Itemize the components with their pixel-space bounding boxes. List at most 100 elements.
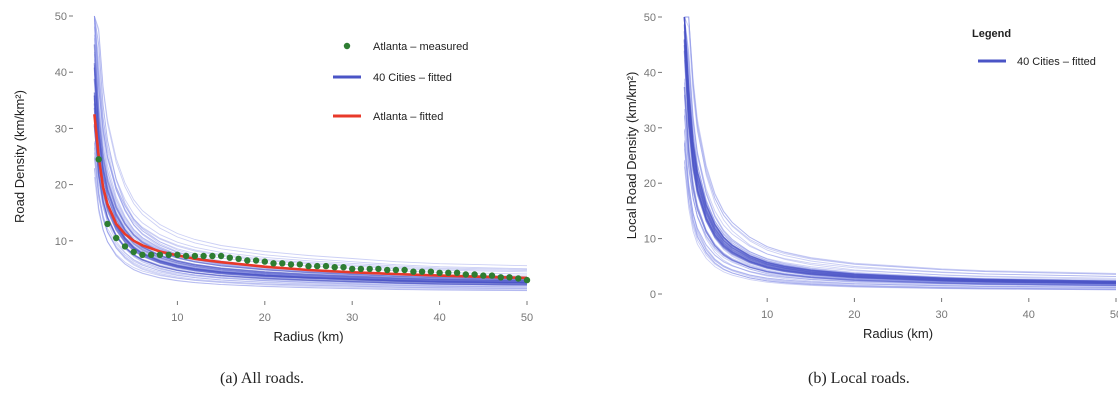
city-curve (93, 15, 528, 270)
city-curve (93, 142, 528, 291)
atlanta-measured-point (427, 268, 435, 275)
y-axis-label: Local Road Density (km/km²) (624, 72, 639, 240)
x-axis-label: Radius (km) (273, 329, 343, 344)
y-tick-label: 50 (644, 12, 656, 24)
y-tick-label: 40 (644, 67, 656, 79)
atlanta-measured-point (139, 251, 146, 258)
atlanta-measured-point (471, 271, 478, 278)
x-tick-label: 10 (761, 309, 773, 321)
city-curve (683, 148, 1117, 289)
atlanta-measured-point (104, 220, 111, 228)
city-curve (93, 156, 528, 288)
atlanta-measured-point (488, 272, 496, 279)
x-tick-label: 30 (935, 309, 947, 321)
atlanta-measured-point (200, 252, 207, 260)
city-curve-core (93, 44, 528, 280)
legend-label: 40 Cities – fitted (1017, 56, 1096, 68)
x-tick-label: 20 (848, 309, 860, 321)
atlanta-measured-point (156, 251, 164, 258)
legend: Legend 40 Cities – fitted (972, 28, 1096, 68)
atlanta-measured-point (366, 265, 373, 273)
city-curve (684, 16, 1117, 274)
atlanta-measured-point (462, 271, 469, 278)
city-curve (683, 144, 1117, 290)
y-tick-label: 30 (55, 123, 67, 135)
y-tick-label: 10 (55, 236, 67, 248)
x-tick-label: 50 (521, 312, 533, 324)
caption-b: (b) Local roads. (808, 370, 910, 387)
atlanta-measured-point (418, 268, 426, 275)
x-tick-label: 50 (1110, 309, 1118, 321)
legend: Atlanta – measured 40 Cities – fitted Atla… (333, 41, 468, 123)
atlanta-measured-point (148, 251, 155, 258)
atlanta-measured-point (226, 254, 233, 261)
city-curve (683, 128, 1117, 290)
city-curve (683, 159, 1117, 290)
y-axis-label: Road Density (km/km²) (12, 90, 27, 223)
atlanta-measured-point (95, 156, 102, 163)
atlanta-measured-point (244, 257, 251, 264)
city-curve (683, 166, 1117, 291)
chart-local-roads: 0 10 20 30 40 50 10 20 30 40 50 Radius (km) Local Ro… (624, 12, 1118, 341)
atlanta-measured-point (506, 274, 513, 281)
y-tick-label: 20 (644, 178, 656, 190)
atlanta-measured-point (515, 275, 522, 282)
atlanta-measured-point (287, 261, 295, 268)
chart-all-roads: 10 20 30 40 50 10 20 30 40 50 Radius (km) Road Dens… (12, 11, 533, 344)
atlanta-measured-point (113, 234, 120, 242)
city-curve (93, 15, 528, 280)
atlanta-measured-point (314, 262, 321, 270)
legend-label: Atlanta – fitted (373, 111, 443, 123)
atlanta-measured-point (357, 265, 365, 273)
atlanta-measured-point (375, 265, 382, 273)
y-tick-label: 40 (55, 67, 67, 79)
y-tick-label: 10 (644, 234, 656, 246)
city-curve (683, 140, 1117, 291)
city-curve (683, 16, 1117, 275)
atlanta-measured-point (410, 268, 417, 275)
atlanta-measured-point (261, 258, 268, 265)
legend-label: 40 Cities – fitted (373, 72, 452, 84)
x-tick-label: 20 (259, 312, 271, 324)
city-curve-core (93, 125, 528, 286)
x-tick-label: 10 (171, 312, 183, 324)
city-curve-core (683, 16, 1117, 283)
city-curve (93, 147, 528, 290)
city-curve-core (683, 40, 1117, 284)
atlanta-measured-point (331, 264, 338, 271)
city-curve (683, 94, 1117, 289)
city-curve (683, 130, 1117, 290)
atlanta-measured-point (480, 272, 487, 279)
city-curve (93, 15, 528, 267)
atlanta-measured-point (279, 260, 286, 267)
atlanta-measured-point (270, 260, 277, 267)
y-tick-label: 30 (644, 123, 656, 135)
city-curve-core (93, 78, 528, 283)
atlanta-measured-point (174, 251, 181, 258)
atlanta-measured-point (523, 276, 531, 284)
atlanta-measured-point (322, 262, 330, 270)
atlanta-measured-point (401, 266, 408, 274)
atlanta-measured-point (349, 265, 356, 273)
y-tick-label: 20 (55, 180, 67, 192)
atlanta-measured-point (217, 252, 225, 260)
atlanta-measured-point (436, 269, 443, 276)
x-tick-label: 40 (1023, 309, 1035, 321)
atlanta-measured-point (340, 264, 347, 271)
city-curve (93, 26, 528, 279)
atlanta-measured-point (121, 243, 129, 250)
city-curve (684, 16, 1117, 280)
atlanta-measured-point (209, 252, 216, 260)
city-curve-core (683, 16, 1117, 283)
legend-title: Legend (972, 28, 1011, 40)
city-curve-core (683, 39, 1117, 284)
city-curve (683, 82, 1117, 286)
cities-curve-family (93, 15, 528, 292)
legend-swatch-measured (343, 42, 351, 50)
atlanta-measured-point (182, 252, 190, 260)
city-curve (93, 15, 528, 273)
caption-a: (a) All roads. (220, 370, 304, 387)
city-curve (683, 161, 1117, 288)
city-curve-core (683, 44, 1117, 285)
